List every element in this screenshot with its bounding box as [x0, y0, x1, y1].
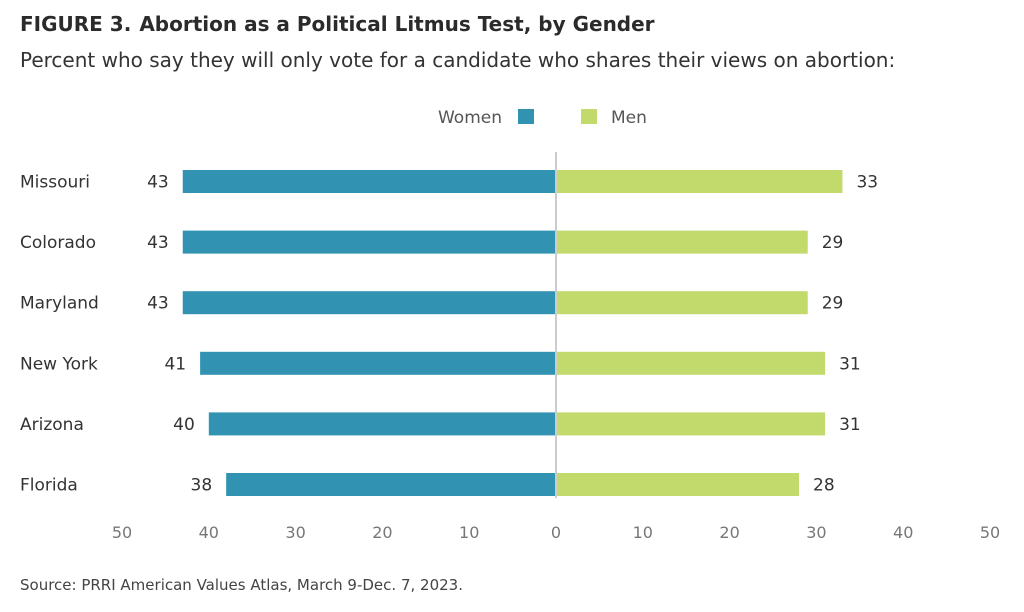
- bar-men: [556, 351, 826, 375]
- category-label: Colorado: [20, 233, 96, 253]
- x-tick-label: 40: [893, 523, 913, 542]
- data-label-women: 38: [191, 476, 213, 496]
- bar-men: [556, 291, 808, 315]
- data-label-men: 29: [822, 233, 844, 253]
- x-tick-label: 40: [199, 523, 219, 542]
- x-tick-label: 20: [372, 523, 392, 542]
- bar-women: [182, 230, 556, 254]
- category-label: New York: [20, 354, 98, 374]
- bar-women: [226, 473, 556, 496]
- category-label: Maryland: [20, 294, 99, 314]
- bar-women: [182, 170, 556, 193]
- data-label-women: 43: [147, 233, 169, 253]
- data-label-men: 29: [822, 294, 844, 314]
- x-tick-label: 10: [633, 523, 653, 542]
- chart-subtitle: Percent who say they will only vote for …: [20, 48, 896, 72]
- chart-title: FIGURE 3. Abortion as a Political Litmus …: [20, 12, 655, 36]
- title-text: Abortion as a Political Litmus Test, by …: [139, 12, 655, 36]
- data-label-men: 33: [856, 173, 878, 193]
- x-tick-label: 30: [806, 523, 826, 542]
- bar-men: [556, 412, 826, 436]
- data-label-women: 43: [147, 173, 169, 193]
- bar-women: [200, 351, 556, 375]
- legend-label-men: Men: [611, 108, 647, 128]
- x-tick-label: 50: [980, 523, 1000, 542]
- x-tick-label: 0: [551, 523, 561, 542]
- legend-swatch-women: [518, 109, 534, 124]
- figure-label: FIGURE 3.: [20, 12, 132, 36]
- category-label: Arizona: [20, 415, 84, 435]
- bar-men: [556, 170, 843, 193]
- x-tick-label: 20: [719, 523, 739, 542]
- diverging-bar-chart: Women Men Missouri 43 33 Colorado 43 29 Maryland…: [20, 108, 1000, 542]
- data-label-men: 31: [839, 354, 861, 374]
- source-note: Source: PRRI American Values Atlas, Marc…: [20, 576, 463, 594]
- category-label: Florida: [20, 476, 78, 496]
- x-tick-label: 50: [112, 523, 132, 542]
- bar-men: [556, 230, 808, 254]
- legend-label-women: Women: [438, 108, 502, 128]
- data-label-men: 28: [813, 476, 835, 496]
- x-tick-label: 10: [459, 523, 479, 542]
- category-label: Missouri: [20, 173, 90, 193]
- data-label-women: 41: [164, 354, 186, 374]
- bar-women: [208, 412, 557, 436]
- legend-swatch-men: [581, 109, 597, 124]
- data-label-men: 31: [839, 415, 861, 435]
- data-label-women: 40: [173, 415, 195, 435]
- data-label-women: 43: [147, 294, 169, 314]
- bar-men: [556, 473, 800, 496]
- x-tick-label: 30: [285, 523, 305, 542]
- bar-women: [182, 291, 556, 315]
